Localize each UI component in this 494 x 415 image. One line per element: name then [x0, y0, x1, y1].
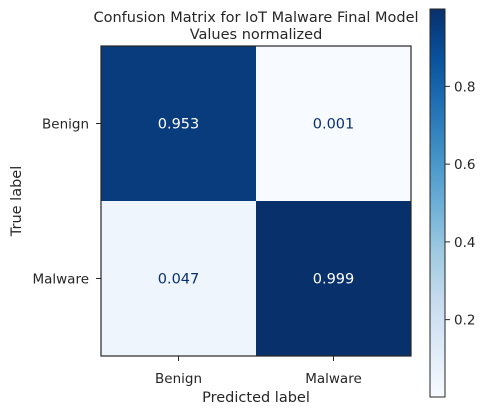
- colorbar-tick-label: 0.8: [454, 79, 475, 95]
- y-tick-label: Malware: [32, 272, 89, 288]
- colorbar: [429, 8, 446, 398]
- matrix-frame: [100, 45, 412, 357]
- y-tick-label: Benign: [42, 117, 89, 133]
- colorbar-ticks: 0.2 0.4 0.6 0.8: [445, 79, 475, 329]
- x-tick-label: Benign: [155, 371, 202, 387]
- x-axis-label: Predicted label: [202, 390, 310, 406]
- y-axis-label: True label: [9, 166, 25, 237]
- colorbar-tick-label: 0.6: [454, 157, 475, 173]
- matrix-cell: [256, 46, 411, 201]
- x-tick-label: Malware: [305, 371, 362, 387]
- cell-value-label: 0.047: [158, 272, 200, 288]
- y-tick-labels: Benign Malware: [32, 117, 101, 288]
- x-tick-labels: Benign Malware: [155, 356, 362, 387]
- matrix-cell: [101, 46, 256, 201]
- matrix-cell: [256, 201, 411, 356]
- colorbar-tick-label: 0.2: [454, 313, 475, 329]
- matrix-cell-labels: 0.953 0.001 0.047 0.999: [158, 117, 355, 288]
- cell-value-label: 0.953: [158, 117, 200, 133]
- chart-title: Confusion Matrix for IoT Malware Final M…: [93, 10, 418, 26]
- colorbar-tick-label: 0.4: [454, 235, 475, 251]
- matrix-cells: [101, 46, 411, 356]
- matrix-cell: [101, 201, 256, 356]
- chart-subtitle: Values normalized: [190, 27, 323, 43]
- cell-value-label: 0.001: [313, 117, 355, 133]
- cell-value-label: 0.999: [313, 272, 355, 288]
